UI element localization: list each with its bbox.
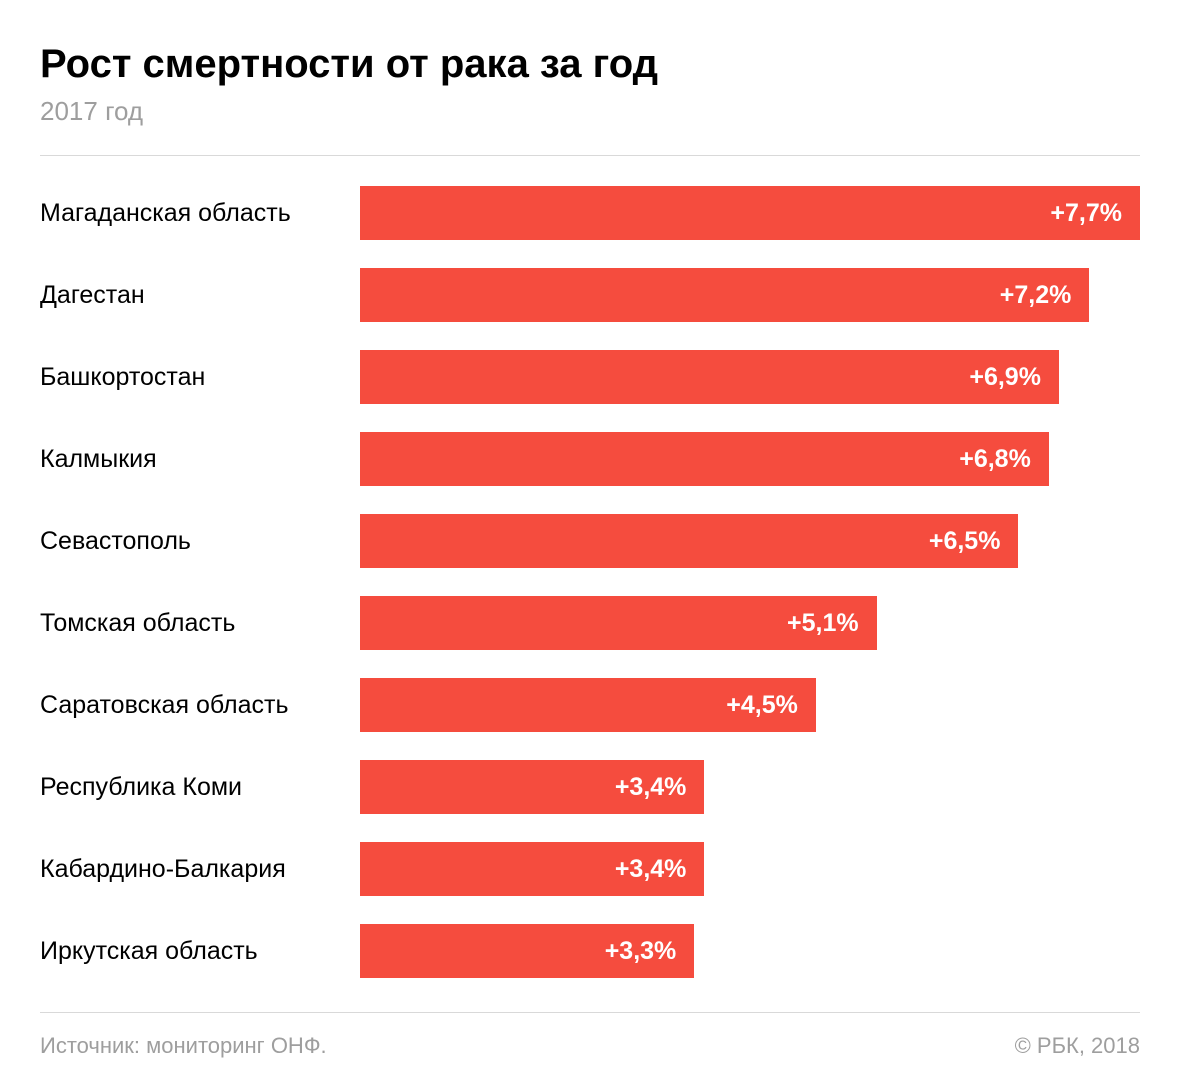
bar-label: Республика Коми bbox=[40, 773, 360, 802]
bar: +6,8% bbox=[360, 432, 1049, 486]
bar-chart: Магаданская область +7,7% Дагестан +7,2% Баш… bbox=[40, 186, 1140, 978]
bar-row: Башкортостан +6,9% bbox=[40, 350, 1140, 404]
chart-subtitle: 2017 год bbox=[40, 96, 1140, 127]
bar-row: Дагестан +7,2% bbox=[40, 268, 1140, 322]
bar: +3,3% bbox=[360, 924, 694, 978]
bar: +6,9% bbox=[360, 350, 1059, 404]
bar-value: +4,5% bbox=[726, 691, 798, 720]
bar-label: Калмыкия bbox=[40, 445, 360, 474]
bar-label: Иркутская область bbox=[40, 937, 360, 966]
bar-label: Башкортостан bbox=[40, 363, 360, 392]
bar: +4,5% bbox=[360, 678, 816, 732]
copyright-text: © РБК, 2018 bbox=[1015, 1033, 1140, 1059]
bar-row: Саратовская область +4,5% bbox=[40, 678, 1140, 732]
bar-track: +6,8% bbox=[360, 432, 1140, 486]
bar-label: Севастополь bbox=[40, 527, 360, 556]
bar: +7,7% bbox=[360, 186, 1140, 240]
source-text: Источник: мониторинг ОНФ. bbox=[40, 1033, 327, 1059]
bar: +5,1% bbox=[360, 596, 877, 650]
bar-row: Севастополь +6,5% bbox=[40, 514, 1140, 568]
bar-row: Калмыкия +6,8% bbox=[40, 432, 1140, 486]
bar-row: Республика Коми +3,4% bbox=[40, 760, 1140, 814]
bar-label: Саратовская область bbox=[40, 691, 360, 720]
bar-value: +3,4% bbox=[615, 855, 687, 884]
bar: +7,2% bbox=[360, 268, 1089, 322]
bar-label: Дагестан bbox=[40, 281, 360, 310]
bar-value: +3,4% bbox=[615, 773, 687, 802]
bar-value: +6,9% bbox=[969, 363, 1041, 392]
bar-value: +6,5% bbox=[929, 527, 1001, 556]
bar-track: +3,3% bbox=[360, 924, 1140, 978]
bar-track: +6,9% bbox=[360, 350, 1140, 404]
bar-track: +7,7% bbox=[360, 186, 1140, 240]
bar-label: Кабардино-Балкария bbox=[40, 855, 360, 884]
bar-track: +6,5% bbox=[360, 514, 1140, 568]
bar-value: +7,2% bbox=[1000, 281, 1072, 310]
bar-row: Иркутская область +3,3% bbox=[40, 924, 1140, 978]
bar-value: +3,3% bbox=[605, 937, 677, 966]
bar-track: +3,4% bbox=[360, 842, 1140, 896]
bar-track: +4,5% bbox=[360, 678, 1140, 732]
bar: +3,4% bbox=[360, 842, 704, 896]
bar-label: Томская область bbox=[40, 609, 360, 638]
chart-title: Рост смертности от рака за год bbox=[40, 40, 1140, 88]
bar-value: +5,1% bbox=[787, 609, 859, 638]
bar-track: +3,4% bbox=[360, 760, 1140, 814]
bar-row: Томская область +5,1% bbox=[40, 596, 1140, 650]
header-divider bbox=[40, 155, 1140, 156]
chart-footer: Источник: мониторинг ОНФ. © РБК, 2018 bbox=[40, 1033, 1140, 1059]
bar-track: +7,2% bbox=[360, 268, 1140, 322]
bar-row: Кабардино-Балкария +3,4% bbox=[40, 842, 1140, 896]
bar-value: +7,7% bbox=[1050, 199, 1122, 228]
bar-row: Магаданская область +7,7% bbox=[40, 186, 1140, 240]
bar-value: +6,8% bbox=[959, 445, 1031, 474]
bar-track: +5,1% bbox=[360, 596, 1140, 650]
bar-label: Магаданская область bbox=[40, 199, 360, 228]
bar: +6,5% bbox=[360, 514, 1018, 568]
bar: +3,4% bbox=[360, 760, 704, 814]
footer-divider bbox=[40, 1012, 1140, 1013]
